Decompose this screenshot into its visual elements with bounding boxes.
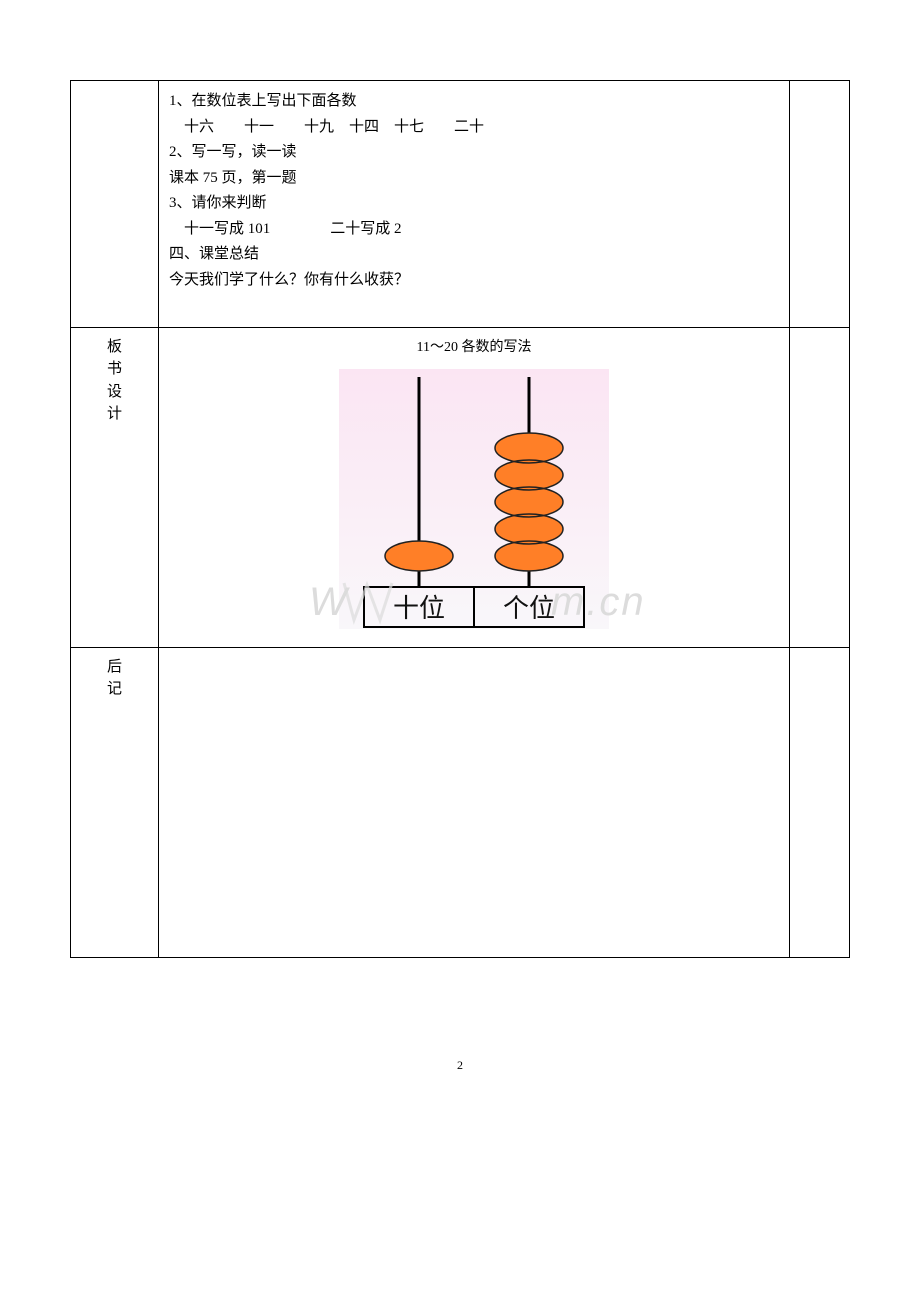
text-line: 今天我们学了什么？你有什么收获？ <box>169 268 779 294</box>
text-line: 3、请你来判断 <box>169 191 779 217</box>
page-container: 1、在数位表上写出下面各数 十六 十一 十九 十四 十七 二十 2、写一写，读一… <box>70 80 850 1073</box>
row1-right-cell <box>790 81 850 328</box>
row1-content-cell: 1、在数位表上写出下面各数 十六 十一 十九 十四 十七 二十 2、写一写，读一… <box>159 81 790 328</box>
label-char: 后 <box>107 656 122 679</box>
text-line: 1、在数位表上写出下面各数 <box>169 89 779 115</box>
row2-content-cell: 11～20 各数的写法 W m.cn <box>159 327 790 647</box>
table-row: 板 书 设 计 11～20 各数的写法 <box>71 327 850 647</box>
row3-content-cell <box>159 647 790 957</box>
vertical-label: 后 记 <box>81 656 148 701</box>
text-line: 课本 75 页，第一题 <box>169 166 779 192</box>
row3-label-cell: 后 记 <box>71 647 159 957</box>
row1-label-cell <box>71 81 159 328</box>
table-row: 1、在数位表上写出下面各数 十六 十一 十九 十四 十七 二十 2、写一写，读一… <box>71 81 850 328</box>
row2-right-cell <box>790 327 850 647</box>
label-tens: 十位 <box>393 594 445 623</box>
label-char: 计 <box>107 403 122 426</box>
label-char: 书 <box>107 358 122 381</box>
label-ones: 个位 <box>503 594 555 623</box>
text-line: 2、写一写，读一读 <box>169 140 779 166</box>
row3-right-cell <box>790 647 850 957</box>
table-row: 后 记 <box>71 647 850 957</box>
doc-table: 1、在数位表上写出下面各数 十六 十一 十九 十四 十七 二十 2、写一写，读一… <box>70 80 850 958</box>
text-line: 十六 十一 十九 十四 十七 二十 <box>169 115 779 141</box>
abacus-diagram: W m.cn <box>254 365 694 635</box>
page-number: 2 <box>70 1058 850 1073</box>
abacus-title: 11～20 各数的写法 <box>169 336 779 360</box>
row2-label-cell: 板 书 设 计 <box>71 327 159 647</box>
text-line: 四、课堂总结 <box>169 242 779 268</box>
label-char: 设 <box>107 381 122 404</box>
vertical-label: 板 书 设 计 <box>81 336 148 426</box>
label-char: 板 <box>107 336 122 359</box>
label-char: 记 <box>107 678 122 701</box>
text-line: 十一写成 101 二十写成 2 <box>169 217 779 243</box>
